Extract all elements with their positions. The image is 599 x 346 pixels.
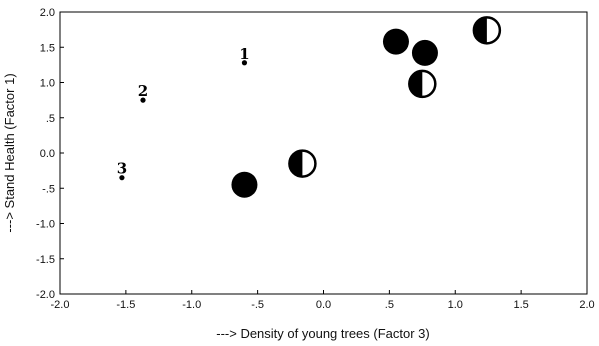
small-point: [140, 97, 146, 103]
y-tick-label: -.5: [42, 183, 55, 195]
half-filled-point-fill: [289, 150, 303, 177]
data-points: 1 2 3: [117, 16, 502, 198]
y-tick-label: 1.5: [40, 42, 55, 54]
filled-point: [382, 28, 409, 55]
half-filled-point-fill: [409, 70, 423, 97]
half-filled-point: [288, 149, 317, 178]
x-tick-label: -1.5: [116, 299, 135, 311]
half-filled-point: [472, 16, 502, 45]
x-axis-ticks: -2.0 -1.5 -1.0 -.5 0.0 .5 1.0 1.5 2.0: [51, 290, 595, 311]
small-point: [241, 60, 248, 66]
y-tick-label: -1.0: [36, 219, 55, 231]
point-number-label: 3: [117, 160, 127, 178]
filled-point: [411, 39, 438, 66]
filled-point: [231, 171, 258, 198]
labeled-point: 2: [138, 82, 148, 103]
y-tick-label: .5: [46, 113, 55, 125]
x-tick-label: 0.0: [316, 299, 331, 311]
half-filled-point: [408, 69, 437, 99]
y-tick-label: -2.0: [36, 289, 55, 301]
y-tick-label: -1.5: [36, 254, 55, 266]
point-number-label: 1: [239, 45, 249, 63]
x-tick-label: 2.0: [579, 299, 594, 311]
y-tick-label: 0.0: [40, 148, 55, 160]
y-tick-label: 1.0: [40, 78, 55, 90]
labeled-point: 1: [239, 45, 250, 66]
y-tick-label: 2.0: [40, 7, 55, 19]
x-tick-label: 1.5: [513, 299, 528, 311]
x-tick-label: -2.0: [51, 299, 70, 311]
x-tick-label: -1.0: [182, 299, 201, 311]
y-axis-title: ---> Stand Health (Factor 1): [2, 73, 17, 232]
x-axis-title: ---> Density of young trees (Factor 3): [216, 326, 430, 341]
x-tick-label: -.5: [251, 299, 264, 311]
half-filled-point-fill: [473, 17, 487, 44]
labeled-point: 3: [117, 160, 127, 181]
x-tick-label: .5: [385, 299, 394, 311]
y-axis-ticks: -2.0 -1.5 -1.0 -.5 0.0 .5 1.0 1.5 2.0: [36, 7, 64, 301]
small-point: [119, 175, 125, 181]
point-number-label: 2: [138, 82, 148, 100]
plot-frame: [59, 11, 588, 295]
x-tick-label: 1.0: [448, 299, 463, 311]
